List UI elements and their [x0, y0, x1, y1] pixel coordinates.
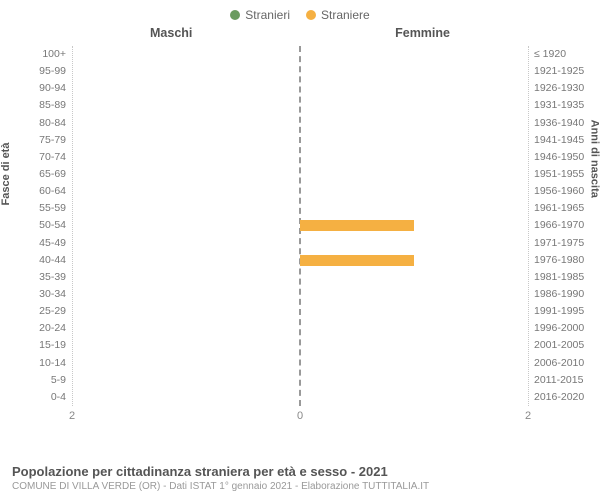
age-row: 10-142006-2010	[72, 355, 528, 372]
age-row: 45-491971-1975	[72, 235, 528, 252]
birth-label: 1946-1950	[528, 152, 584, 163]
birth-label: 1956-1960	[528, 186, 584, 197]
legend-dot-male	[230, 10, 240, 20]
age-row: 40-441976-1980	[72, 252, 528, 269]
birth-label: 1961-1965	[528, 203, 584, 214]
age-row: 25-291991-1995	[72, 303, 528, 320]
age-label: 40-44	[39, 255, 72, 266]
age-row: 90-941926-1930	[72, 80, 528, 97]
age-label: 50-54	[39, 220, 72, 231]
age-label: 85-89	[39, 100, 72, 111]
age-label: 90-94	[39, 83, 72, 94]
birth-label: 1996-2000	[528, 323, 584, 334]
age-row: 0-42016-2020	[72, 389, 528, 406]
age-label: 5-9	[51, 375, 72, 386]
chart-title: Popolazione per cittadinanza straniera p…	[12, 464, 588, 479]
birth-label: 1981-1985	[528, 272, 584, 283]
age-row: 30-341986-1990	[72, 286, 528, 303]
x-tick: 2	[525, 406, 531, 422]
legend-item-male: Stranieri	[230, 8, 290, 22]
age-label: 80-84	[39, 118, 72, 129]
age-label: 70-74	[39, 152, 72, 163]
age-row: 85-891931-1935	[72, 97, 528, 114]
age-row: 20-241996-2000	[72, 320, 528, 337]
birth-label: 2011-2015	[528, 375, 583, 386]
age-row: 75-791941-1945	[72, 132, 528, 149]
bar-female	[300, 220, 414, 231]
legend-item-female: Straniere	[306, 8, 370, 22]
age-label: 95-99	[39, 66, 72, 77]
age-row: 100+≤ 1920	[72, 46, 528, 63]
bar-female	[300, 255, 414, 266]
age-row: 80-841936-1940	[72, 115, 528, 132]
age-row: 35-391981-1985	[72, 269, 528, 286]
birth-label: 2001-2005	[528, 340, 584, 351]
y-axis-title-left: Fasce di età	[0, 143, 12, 206]
birth-label: 1966-1970	[528, 220, 584, 231]
age-label: 45-49	[39, 238, 72, 249]
age-label: 100+	[42, 49, 72, 60]
age-row: 5-92011-2015	[72, 372, 528, 389]
age-row: 70-741946-1950	[72, 149, 528, 166]
age-label: 10-14	[39, 358, 72, 369]
age-row: 55-591961-1965	[72, 200, 528, 217]
birth-label: 2016-2020	[528, 392, 584, 403]
y-axis-title-right: Anni di nascita	[588, 120, 600, 198]
age-label: 55-59	[39, 203, 72, 214]
age-label: 60-64	[39, 186, 72, 197]
legend-label-female: Straniere	[321, 8, 370, 22]
chart-subtitle: COMUNE DI VILLA VERDE (OR) - Dati ISTAT …	[12, 481, 588, 492]
column-header-female: Femmine	[395, 26, 450, 40]
legend-dot-female	[306, 10, 316, 20]
age-label: 75-79	[39, 135, 72, 146]
age-row: 65-691951-1955	[72, 166, 528, 183]
age-label: 35-39	[39, 272, 72, 283]
birth-label: 2006-2010	[528, 358, 584, 369]
age-label: 30-34	[39, 289, 72, 300]
age-row: 15-192001-2005	[72, 337, 528, 354]
age-label: 65-69	[39, 169, 72, 180]
birth-label: 1931-1935	[528, 100, 584, 111]
legend-label-male: Stranieri	[245, 8, 290, 22]
age-row: 95-991921-1925	[72, 63, 528, 80]
birth-label: 1986-1990	[528, 289, 584, 300]
x-tick: 2	[69, 406, 75, 422]
birth-label: 1991-1995	[528, 306, 584, 317]
age-row: 50-541966-1970	[72, 217, 528, 234]
column-header-male: Maschi	[150, 26, 192, 40]
birth-label: 1921-1925	[528, 66, 584, 77]
age-label: 20-24	[39, 323, 72, 334]
birth-label: 1936-1940	[528, 118, 584, 129]
x-tick: 0	[297, 406, 303, 422]
birth-label: 1951-1955	[528, 169, 584, 180]
legend: Stranieri Straniere	[0, 0, 600, 26]
birth-label: 1971-1975	[528, 238, 584, 249]
chart-footer: Popolazione per cittadinanza straniera p…	[12, 464, 588, 492]
birth-label: ≤ 1920	[528, 49, 566, 60]
age-row: 60-641956-1960	[72, 183, 528, 200]
age-label: 15-19	[39, 340, 72, 351]
birth-label: 1926-1930	[528, 83, 584, 94]
birth-label: 1976-1980	[528, 255, 584, 266]
birth-label: 1941-1945	[528, 135, 584, 146]
age-label: 0-4	[51, 392, 72, 403]
age-label: 25-29	[39, 306, 72, 317]
pyramid-chart: Fasce di età Anni di nascita Maschi Femm…	[0, 26, 600, 436]
plot-area: 202100+≤ 192095-991921-192590-941926-193…	[72, 46, 528, 406]
